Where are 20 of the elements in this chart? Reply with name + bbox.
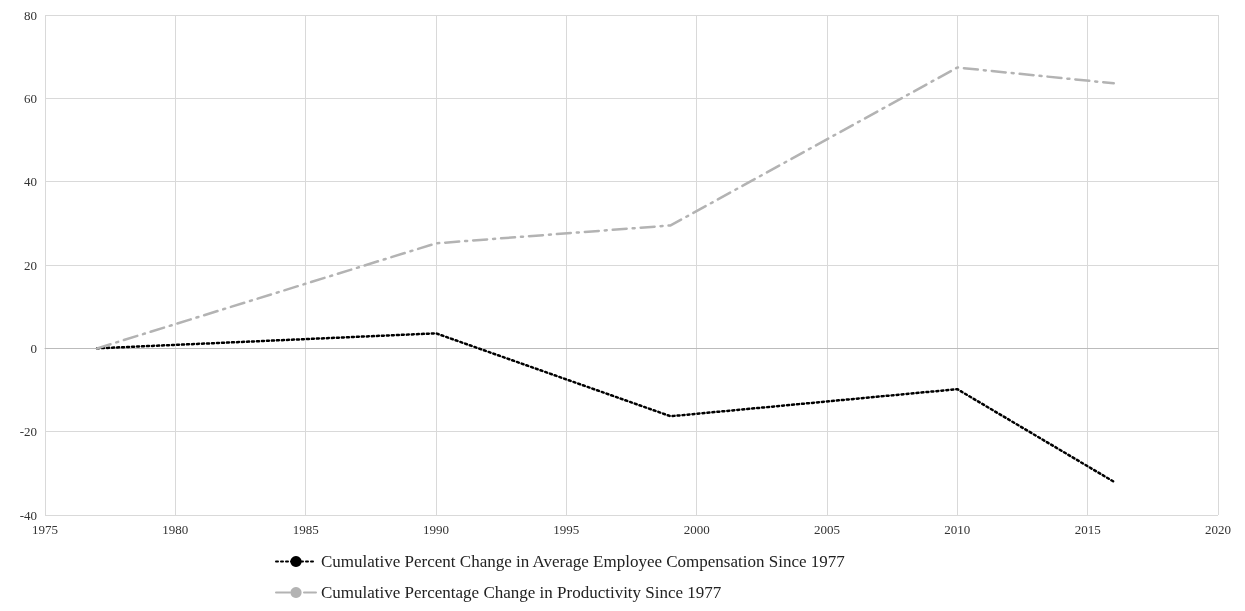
legend-label: Cumulative Percentage Change in Productivity Since 1977 <box>321 583 722 602</box>
y-tick-label: 40 <box>24 174 37 190</box>
x-tick-label: 2020 <box>1205 522 1231 537</box>
y-tick-label: -20 <box>19 424 37 440</box>
x-tick-label: 2000 <box>683 522 710 537</box>
y-tick-label: 0 <box>30 340 37 356</box>
x-tick-label: 2010 <box>944 522 971 537</box>
y-tick-label: 60 <box>24 90 37 106</box>
x-tick-label: 1985 <box>292 522 319 537</box>
y-tick-label: -40 <box>19 507 37 523</box>
x-tick-label: 2005 <box>814 522 840 537</box>
x-tick-label: 1995 <box>553 522 580 537</box>
x-tick-label: 1975 <box>32 522 58 537</box>
x-tick-label: 2015 <box>1074 522 1101 537</box>
legend-label: Cumulative Percent Change in Average Employee Compensation Since 1977 <box>321 552 846 571</box>
x-tick-label: 1990 <box>423 522 449 537</box>
line-series <box>95 332 1115 483</box>
y-tick-label: 80 <box>24 7 37 23</box>
x-tick-label: 1980 <box>162 522 189 537</box>
y-tick-label: 20 <box>24 257 37 273</box>
